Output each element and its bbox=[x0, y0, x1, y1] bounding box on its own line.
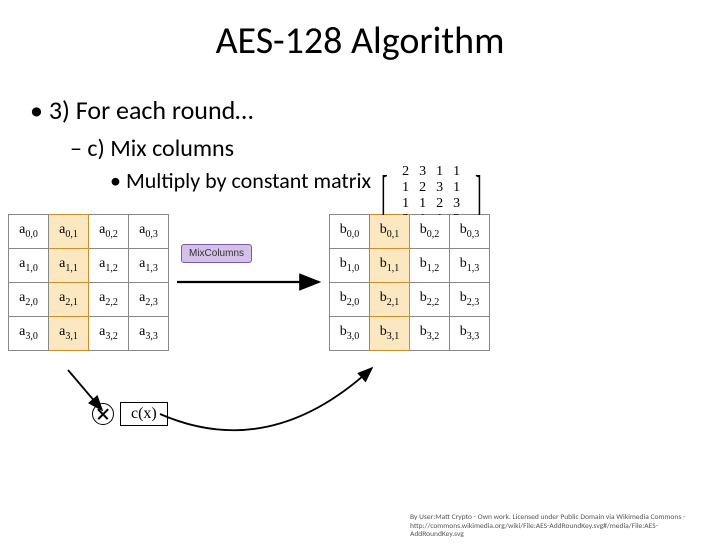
bullet-3-text: Multiply by constant matrix bbox=[126, 167, 371, 194]
grid-cell: b3,0 bbox=[330, 316, 370, 350]
grid-cell: b0,1 bbox=[370, 214, 410, 248]
bullet-1-text: 3) For each round… bbox=[49, 94, 253, 126]
grid-cell: b2,2 bbox=[410, 282, 450, 316]
grid-cell: b2,3 bbox=[450, 282, 490, 316]
grid-cell: a2,0 bbox=[9, 282, 49, 316]
grid-cell: b3,3 bbox=[450, 316, 490, 350]
page-title: AES-128 Algorithm bbox=[0, 18, 720, 64]
grid-cell: a1,0 bbox=[9, 248, 49, 282]
grid-cell: b2,0 bbox=[330, 282, 370, 316]
attribution-text: By User:Matt Crypto - Own work. Licensed… bbox=[410, 514, 690, 540]
grid-cell: a0,0 bbox=[9, 214, 49, 248]
grid-cell: b0,3 bbox=[450, 214, 490, 248]
arrow-icon bbox=[169, 212, 329, 352]
grid-cell: b1,1 bbox=[370, 248, 410, 282]
grid-cell: b1,3 bbox=[450, 248, 490, 282]
grid-cell: b0,0 bbox=[330, 214, 370, 248]
grid-cell: b3,2 bbox=[410, 316, 450, 350]
grid-cell: a3,0 bbox=[9, 316, 49, 350]
mixcolumns-label: MixColumns bbox=[181, 244, 252, 263]
bullet-level-2: – c) Mix columns bbox=[70, 134, 720, 163]
grid-cell: b1,2 bbox=[410, 248, 450, 282]
grid-cell: b1,0 bbox=[330, 248, 370, 282]
bullet-2-text: c) Mix columns bbox=[87, 134, 234, 163]
grid-cell: b0,2 bbox=[410, 214, 450, 248]
grid-cell: b3,1 bbox=[370, 316, 410, 350]
state-grid-output: b0,0b0,1b0,2b0,3 b1,0b1,1b1,2b1,3 b2,0b2,1… bbox=[329, 214, 490, 351]
grid-cell: b2,1 bbox=[370, 282, 410, 316]
cx-to-output-icon bbox=[150, 362, 410, 482]
bullet-level-1: • 3) For each round… bbox=[30, 94, 720, 126]
mixcolumns-diagram: [ 2311 1231 1123 3112 ] a0,0a0,1a0,2a0,3… bbox=[0, 212, 720, 352]
